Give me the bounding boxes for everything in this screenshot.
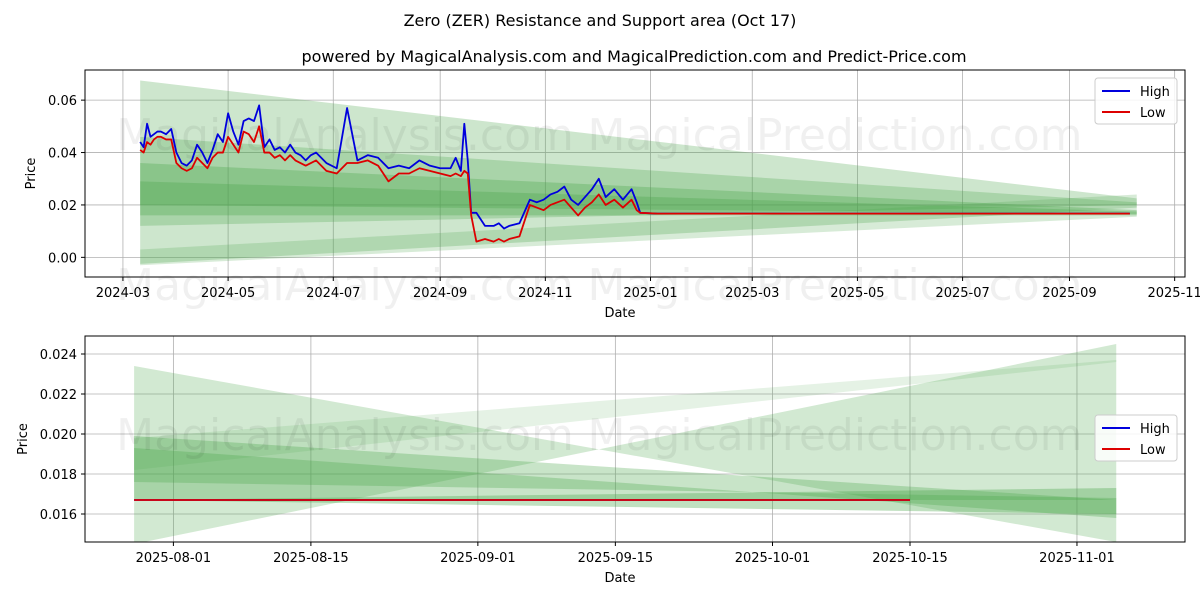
x-tick-label: 2025-08-01 [136,551,212,566]
y-axis-label: Price [16,423,31,455]
watermark-analysis: MagicalAnalysis.com [116,410,574,461]
band-3 [134,360,1117,470]
watermark-prediction: MagicalPrediction.com [588,260,1083,311]
y-tick-label: 0.06 [48,94,77,109]
axes-frame [84,335,1186,543]
legend-label-high: High [1140,85,1170,100]
band-1 [134,344,1117,542]
watermark-prediction: MagicalPrediction.com [588,110,1083,161]
chart-panel-2: MagicalAnalysis.com MagicalPrediction.com… [16,335,1186,586]
x-tick-label: 2024-11 [518,286,572,301]
x-tick-label: 2025-11-01 [1039,551,1115,566]
legend: High Low [1094,77,1178,125]
band-2 [140,136,1137,226]
legend-label-low: Low [1140,106,1166,121]
x-tick-label: 2024-09 [413,286,467,301]
y-tick-label: 0.022 [40,388,77,403]
legend-label-high: High [1140,422,1170,437]
band-5 [140,194,1137,266]
x-axis-label: Date [604,571,635,586]
chart-panel-1: MagicalAnalysis.com MagicalPrediction.com… [24,69,1200,321]
support-resistance-bands [134,344,1117,542]
band-3 [140,163,1137,216]
chart-title: Zero (ZER) Resistance and Support area (… [404,11,797,30]
plot-area [85,336,1185,542]
watermarks: MagicalAnalysis.com MagicalPrediction.com [116,410,1082,461]
band-2 [134,436,1117,500]
watermark-prediction: MagicalPrediction.com [588,410,1083,461]
y-tick-label: 0.00 [48,251,77,266]
x-tick-label: 2025-09 [1042,286,1096,301]
x-tick-label: 2024-03 [96,286,150,301]
y-axis-label: Price [24,158,39,190]
plot-area [85,70,1185,277]
y-tick-label: 0.04 [48,147,77,162]
low-series-line [139,125,1130,243]
x-tick-label: 2025-03 [725,286,779,301]
x-axis-label: Date [604,306,635,321]
y-tick-label: 0.020 [40,428,77,443]
x-tick-label: 2025-05 [830,286,884,301]
x-tick-label: 2025-09-15 [578,551,654,566]
x-tick-label: 2025-11 [1147,286,1200,301]
y-tick-label: 0.016 [40,508,77,523]
y-tick-label: 0.018 [40,468,77,483]
band-5 [134,488,1117,514]
x-tick-label: 2024-07 [306,286,360,301]
x-tick-label: 2025-07 [935,286,989,301]
x-tick-label: 2025-09-01 [440,551,516,566]
watermarks: MagicalAnalysis.com MagicalPrediction.com… [116,110,1082,311]
high-series-line [139,104,1130,230]
chart-subtitle: powered by MagicalAnalysis.com and Magic… [301,47,966,66]
x-tick-label: 2025-10-15 [872,551,948,566]
legend-label-low: Low [1140,443,1166,458]
support-resistance-bands [140,80,1137,266]
x-tick-label: 2025-10-01 [735,551,811,566]
series-lines [139,104,1130,243]
legend: High Low [1094,414,1178,462]
band-4 [134,448,1117,518]
band-1 [140,80,1137,264]
y-tick-label: 0.024 [40,348,77,363]
axes-frame [84,69,1186,278]
watermark-analysis: MagicalAnalysis.com [116,260,574,311]
x-tick-label: 2024-05 [201,286,255,301]
x-tick-label: 2025-01 [623,286,677,301]
y-tick-label: 0.02 [48,199,77,214]
band-4 [140,181,1137,215]
x-tick-label: 2025-08-15 [273,551,349,566]
